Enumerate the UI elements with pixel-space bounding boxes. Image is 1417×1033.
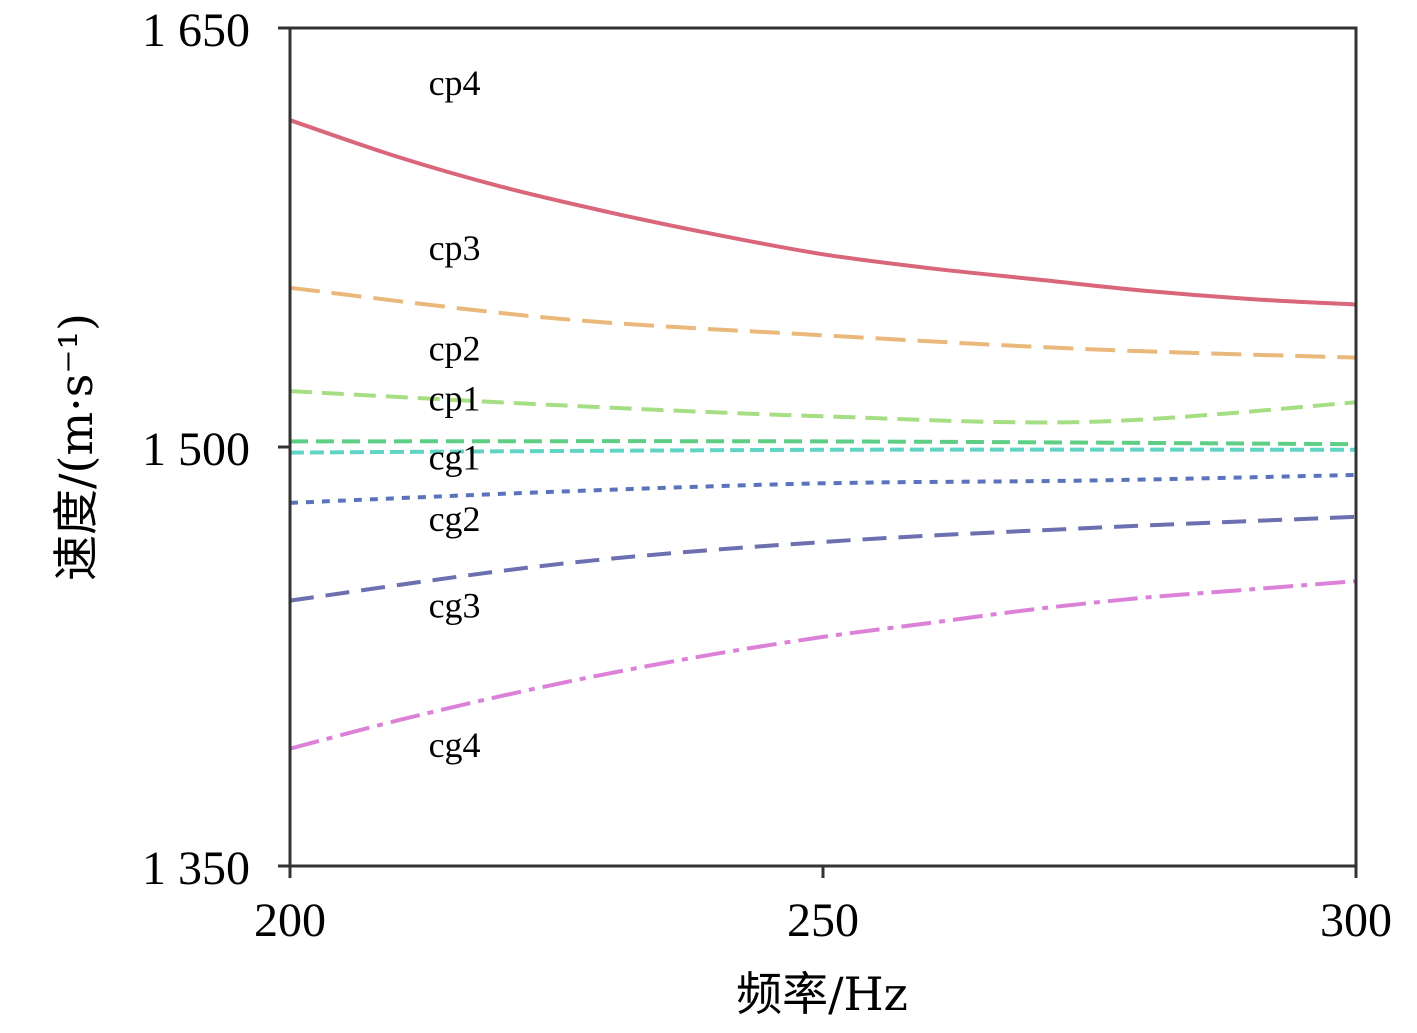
- series-label-cp2: cp2: [429, 328, 481, 368]
- series-line-3: [289, 439, 1357, 447]
- series-line-5: [289, 472, 1357, 505]
- series-label-cg1: cg1: [429, 437, 481, 477]
- series-layer: [289, 118, 1357, 751]
- x-axis-title: 频率/Hz: [736, 967, 908, 1021]
- series-line-4: [289, 447, 1357, 455]
- x-tick-label: 200: [254, 894, 326, 947]
- series-label-cp4: cp4: [429, 63, 481, 103]
- series-line-2: [289, 389, 1357, 425]
- x-tick-label: 250: [787, 894, 859, 947]
- y-tick-label: 1 350: [142, 842, 250, 895]
- y-axis-title: 速度/(m·s⁻¹): [49, 313, 103, 581]
- ticks-layer: 200 250 300 1 350 1 500 1 650: [142, 4, 1392, 947]
- series-label-cp3: cp3: [429, 228, 481, 268]
- series-line-7: [289, 579, 1357, 751]
- x-tick-label: 300: [1320, 894, 1392, 947]
- y-tick-label: 1 650: [142, 4, 250, 57]
- series-line-1: [289, 285, 1357, 360]
- series-label-cp1: cp1: [429, 379, 481, 419]
- series-label-cg3: cg3: [429, 585, 481, 625]
- series-label-cg4: cg4: [429, 725, 481, 765]
- labels-layer: cp4 cp3 cp2 cp1 cg1 cg2 cg3 cg4: [429, 63, 481, 765]
- series-label-cg2: cg2: [429, 499, 481, 539]
- y-tick-label: 1 500: [142, 423, 250, 476]
- series-line-0: [289, 118, 1357, 307]
